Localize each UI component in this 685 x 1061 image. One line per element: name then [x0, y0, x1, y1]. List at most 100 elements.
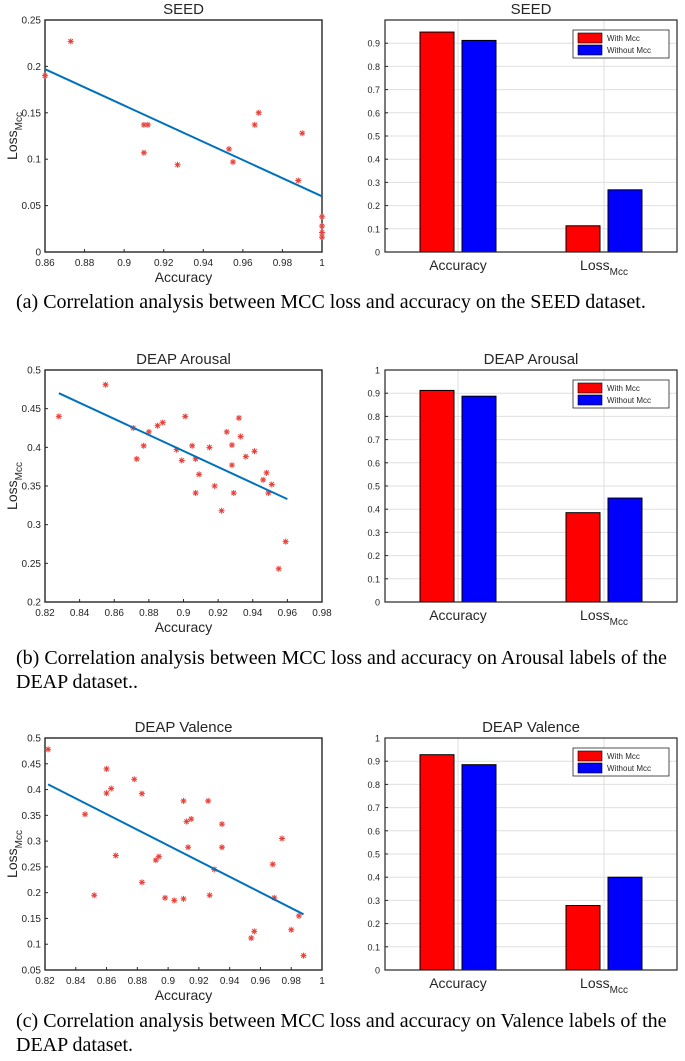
y-axis-label: LossMcc: [4, 462, 25, 510]
caption-b: (b) Correlation analysis between MCC los…: [16, 647, 667, 693]
bar-with-mcc: [565, 512, 601, 603]
y-tick-label: 0: [375, 248, 380, 258]
scatter-point: [159, 419, 166, 426]
chart-title: SEED: [163, 1, 204, 18]
bar-without-mcc: [461, 764, 497, 971]
x-tick-label: 0.92: [189, 976, 209, 987]
scatter-point: [133, 455, 140, 462]
chart-title: SEED: [511, 1, 552, 18]
scatter-point: [255, 109, 262, 116]
y-tick-label: 0.3: [367, 178, 380, 188]
legend-swatch: [577, 382, 603, 394]
fit-line: [47, 783, 304, 916]
y-tick-label: 0.5: [27, 734, 41, 745]
scatter-chart-deap-arousal: DEAP Arousal 0.82 0.84 0.86 0.88 0.9 0.92 0.94 0…: [4, 351, 332, 635]
category-label-sub: Mcc: [610, 617, 628, 628]
y-axis-label-sub: Mcc: [14, 112, 25, 130]
scatter-point: [211, 483, 218, 489]
scatter-point: [271, 894, 278, 901]
scatter-point: [152, 857, 159, 864]
scatter-point: [192, 489, 199, 496]
x-tick-label: 0.98: [273, 258, 293, 269]
scatter-point: [278, 835, 285, 842]
x-tick-label: 0.96: [251, 976, 271, 987]
y-tick-label: 0.35: [22, 811, 42, 822]
legend-label: Without Mcc: [607, 764, 651, 773]
scatter-point: [251, 121, 258, 128]
y-tick-label: 0.2: [27, 62, 41, 73]
legend-label: Without Mcc: [607, 396, 651, 405]
y-tick-label: 0.5: [27, 366, 41, 377]
y-tick-label: 0.7: [367, 803, 380, 813]
fit-line: [44, 68, 323, 198]
bar-without-mcc: [607, 497, 643, 603]
category-label: Accuracy: [429, 975, 487, 991]
x-tick-label: 0.88: [75, 258, 95, 269]
scatter-point: [140, 442, 147, 449]
legend-swatch: [577, 44, 603, 56]
y-tick-label: 0.45: [22, 404, 42, 415]
y-tick-label: 0.5: [367, 132, 380, 142]
x-tick-label: 0.98: [312, 608, 332, 619]
scatter-point: [108, 785, 115, 792]
y-tick-label: 0.4: [367, 155, 380, 165]
y-tick-label: 0.05: [22, 966, 42, 977]
scatter-chart-seed: SEED 0.86 0.88 0.9 0.92 0.94 0.96 0.98 1 0 0.05 0.1…: [4, 1, 325, 285]
y-tick-label: 0: [375, 598, 380, 608]
scatter-point: [229, 158, 236, 165]
scatter-point: [319, 213, 325, 220]
y-tick-label: 0.15: [22, 914, 42, 925]
scatter-point: [263, 469, 270, 476]
scatter-point: [145, 428, 152, 435]
x-axis-label: Accuracy: [155, 269, 213, 285]
y-tick-label: 0.8: [367, 412, 380, 422]
scatter-point: [260, 476, 267, 483]
y-tick-label: 0.4: [367, 873, 380, 883]
scatter-point: [242, 453, 249, 460]
x-tick-label: 0.82: [35, 976, 55, 987]
category-label-sub: Mcc: [610, 985, 628, 996]
scatter-point: [228, 462, 235, 469]
y-tick-label: 0.25: [22, 16, 42, 27]
y-tick-label: 0.6: [367, 826, 380, 836]
y-tick-label: 0.3: [367, 896, 380, 906]
y-tick-label: 0.7: [367, 435, 380, 445]
scatter-point: [140, 121, 147, 128]
bar-with-mcc: [419, 754, 455, 971]
y-tick-label: 0.9: [367, 389, 380, 399]
y-tick-label: 1: [375, 366, 380, 376]
bar-without-mcc: [607, 876, 643, 971]
y-tick-label: 0: [35, 248, 41, 259]
y-axis-label: LossMcc: [4, 830, 25, 878]
legend-swatch: [577, 750, 603, 762]
plot-frame: [44, 19, 323, 253]
x-tick-label: 0.9: [177, 608, 191, 619]
category-label-main: Loss: [580, 607, 610, 623]
legend-label: With Mcc: [607, 34, 640, 43]
y-tick-label: 0.8: [367, 780, 380, 790]
y-tick-label: 0.45: [22, 759, 42, 770]
scatter-point: [228, 442, 235, 449]
figure-panel-b: DEAP Arousal 0.82 0.84 0.86 0.88 0.9 0.92 0.94 0…: [0, 350, 685, 698]
y-tick-label: 0.1: [27, 940, 41, 951]
x-tick-label: 0.84: [70, 608, 90, 619]
scatter-point: [138, 790, 145, 797]
x-tick-label: 0.96: [233, 258, 253, 269]
y-tick-label: 0.05: [22, 201, 42, 212]
bar-chart-deap-valence: DEAP Valence 0 0.1 0.2 0.3 0.4 0.5 0.6 0.7 0.8 0.9…: [367, 719, 678, 996]
x-tick-label: 1: [319, 258, 325, 269]
scatter-point: [319, 223, 325, 230]
category-label-sub: Mcc: [610, 267, 628, 278]
x-tick-label: 0.94: [243, 608, 263, 619]
category-label-main: Accuracy: [429, 607, 487, 623]
y-tick-label: 0.3: [27, 520, 41, 531]
scatter-point: [188, 815, 195, 822]
y-tick-label: 0.9: [367, 757, 380, 767]
y-axis-label-sub: Mcc: [14, 830, 25, 848]
scatter-point: [268, 481, 275, 488]
category-label: LossMcc: [580, 607, 628, 628]
y-tick-label: 0.4: [27, 443, 41, 454]
scatter-point: [269, 861, 276, 868]
scatter-point: [180, 895, 187, 902]
x-tick-label: 0.9: [117, 258, 131, 269]
